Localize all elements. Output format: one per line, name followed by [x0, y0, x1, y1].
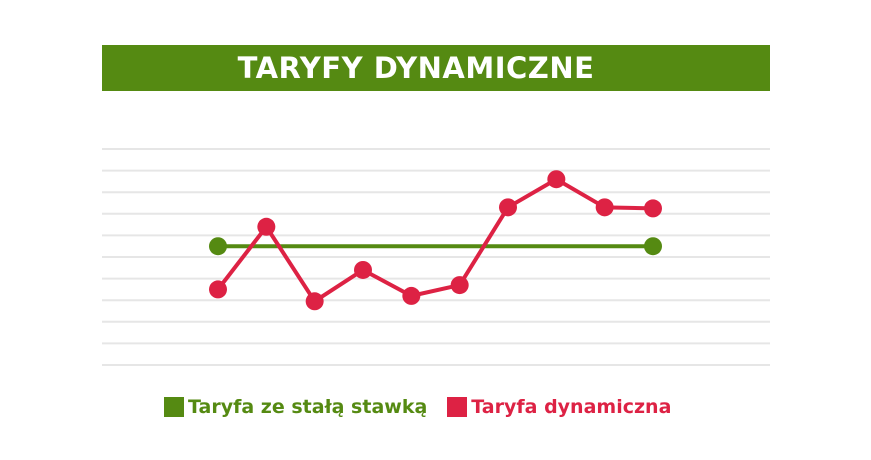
chart-title-banner: TARYFY DYNAMICZNE — [102, 45, 770, 91]
legend-item-dynamic: Taryfa dynamiczna — [447, 396, 671, 418]
legend-item-fixed: Taryfa ze stałą stawką — [164, 396, 427, 418]
legend-label-fixed: Taryfa ze stałą stawką — [188, 396, 428, 418]
legend: Taryfa ze stałą stawką Taryfa dynamiczna — [164, 394, 671, 420]
legend-label-dynamic: Taryfa dynamiczna — [471, 396, 672, 418]
data-point-dynamic — [499, 198, 517, 217]
legend-swatch-dynamic — [447, 397, 468, 417]
series-line-dynamic — [216, 177, 654, 304]
data-point-dynamic — [450, 276, 469, 295]
data-point-dynamic — [402, 286, 421, 305]
data-point-dynamic — [595, 198, 614, 217]
data-point-dynamic — [209, 280, 227, 299]
data-point-dynamic — [257, 217, 276, 236]
legend-swatch-fixed — [164, 397, 184, 417]
data-point-dynamic — [354, 260, 372, 279]
data-point-dynamic — [305, 292, 324, 311]
data-point-dynamic — [644, 199, 662, 218]
chart-title: TARYFY DYNAMICZNE — [237, 51, 595, 85]
data-point-fixed — [209, 237, 227, 256]
data-point-dynamic — [547, 170, 566, 189]
data-point-fixed — [644, 237, 662, 256]
